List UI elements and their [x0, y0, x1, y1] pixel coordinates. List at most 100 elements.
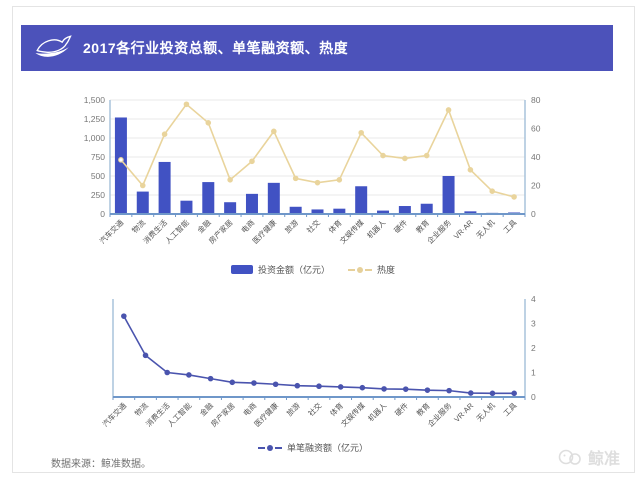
line-series: [118, 101, 517, 200]
bar-swatch-icon: [230, 265, 253, 274]
data-point: [161, 131, 168, 138]
x-axis-label: 医疗健康: [250, 217, 279, 246]
x-axis-label: VR·AR: [452, 218, 475, 241]
right-axis-tick: 60: [531, 124, 541, 134]
left-axis-tick: 250: [91, 190, 105, 200]
line-swatch-icon: [257, 444, 282, 451]
bar: [289, 206, 302, 214]
data-point: [424, 387, 431, 393]
data-point: [292, 175, 299, 182]
x-axis-label: 文娱传媒: [338, 400, 367, 429]
watermark: 鲸准: [558, 445, 620, 469]
legend-item-investment: 投资金额（亿元）: [230, 263, 330, 276]
x-axis-label: 人工智能: [163, 217, 192, 246]
x-axis-label: 电商: [241, 400, 259, 418]
watermark-text: 鲸准: [587, 451, 620, 468]
bar-series: [114, 117, 521, 214]
bar: [158, 161, 171, 214]
right-axis-tick: 0: [531, 392, 536, 402]
data-point: [359, 384, 366, 391]
x-axis-label: 工具: [502, 218, 519, 235]
bar: [333, 208, 346, 214]
x-axis-label: 教育: [414, 400, 432, 418]
data-point: [402, 386, 409, 392]
data-point: [272, 381, 279, 388]
x-axis-label: 机器人: [365, 400, 388, 423]
x-axis-label: 旅游: [284, 400, 302, 418]
x-axis-label: 旅游: [282, 217, 300, 235]
line-swatch-icon: [348, 266, 372, 273]
x-axis-label: 房产家居: [208, 400, 237, 429]
x-axis-label: 文娱传媒: [337, 217, 366, 246]
right-axis-tick: 80: [531, 95, 541, 105]
left-axis-tick: 1,500: [84, 95, 106, 105]
x-axis-label: 社交: [304, 217, 322, 235]
plot-area: 0 250 500 750 1,000 1,250 1,500 0 20 40 60 80 汽车交通 物流…: [84, 95, 541, 246]
left-axis-tick: 1,000: [84, 133, 106, 143]
x-axis-label: 物流: [129, 217, 147, 235]
bar: [311, 209, 324, 214]
x-axis-label: 体育: [327, 400, 345, 418]
x-axis-label: 无人机: [474, 217, 497, 240]
bar: [114, 117, 127, 214]
bar: [136, 191, 149, 214]
right-axis-tick: 40: [531, 152, 541, 162]
data-point: [229, 379, 236, 386]
chart2-legend: 单笔融资额（亿元）: [98, 441, 528, 454]
data-point: [445, 107, 452, 113]
data-point: [314, 179, 321, 186]
x-axis-label: 教育: [413, 217, 431, 235]
left-axis-tick: 750: [91, 152, 105, 162]
data-point: [121, 313, 127, 319]
data-point: [249, 158, 255, 165]
data-point: [142, 352, 149, 359]
x-axis-label: 企业服务: [425, 400, 454, 429]
legend-item-heat: 热度: [348, 263, 395, 276]
x-axis-label: 医疗健康: [252, 400, 281, 429]
right-axis-tick: 20: [531, 181, 541, 191]
data-point: [336, 177, 343, 183]
bar: [224, 202, 237, 214]
x-axis-label: 企业服务: [425, 217, 454, 246]
right-axis-tick: 4: [531, 294, 536, 304]
legend-label: 投资金额（亿元）: [257, 265, 330, 275]
bar: [267, 182, 280, 214]
chart1-legend: 投资金额（亿元） 热度: [98, 263, 528, 276]
left-axis-tick: 500: [91, 171, 105, 181]
left-axis-tick: 0: [100, 209, 105, 219]
legend-label: 热度: [377, 265, 396, 275]
data-point: [489, 390, 496, 397]
data-point: [227, 177, 233, 183]
data-point: [271, 128, 277, 135]
data-point: [423, 152, 430, 159]
bar: [355, 186, 368, 214]
x-axis-label: 工具: [502, 401, 519, 418]
bar: [202, 182, 215, 214]
x-axis-label: VR·AR: [452, 401, 475, 424]
x-axis-label: 物流: [132, 400, 150, 418]
watermark-logo-icon: [558, 449, 581, 465]
legend-label: 单笔融资额（亿元）: [286, 443, 368, 453]
legend-item-funding: 单笔融资额（亿元）: [257, 441, 368, 454]
data-source-note: 数据来源：鲸准数据。: [51, 459, 151, 470]
x-axis-label: 电商: [239, 217, 257, 235]
data-point: [467, 390, 474, 396]
data-point: [489, 188, 496, 195]
x-axis-label: 硬件: [392, 400, 410, 418]
data-point: [251, 380, 257, 386]
data-point: [337, 384, 344, 390]
bar: [464, 211, 477, 214]
title-banner: 2017各行业投资总额、单笔融资额、热度: [21, 25, 613, 71]
bar: [377, 210, 390, 214]
data-point: [380, 152, 386, 159]
bar: [442, 176, 455, 214]
line-series: [121, 313, 517, 397]
right-axis-tick: 0: [531, 209, 536, 219]
bar: [180, 200, 193, 214]
data-point: [118, 157, 124, 163]
x-axis-label: 汽车交通: [100, 400, 129, 429]
left-axis-tick: 1,250: [84, 114, 106, 124]
data-point: [186, 372, 192, 378]
